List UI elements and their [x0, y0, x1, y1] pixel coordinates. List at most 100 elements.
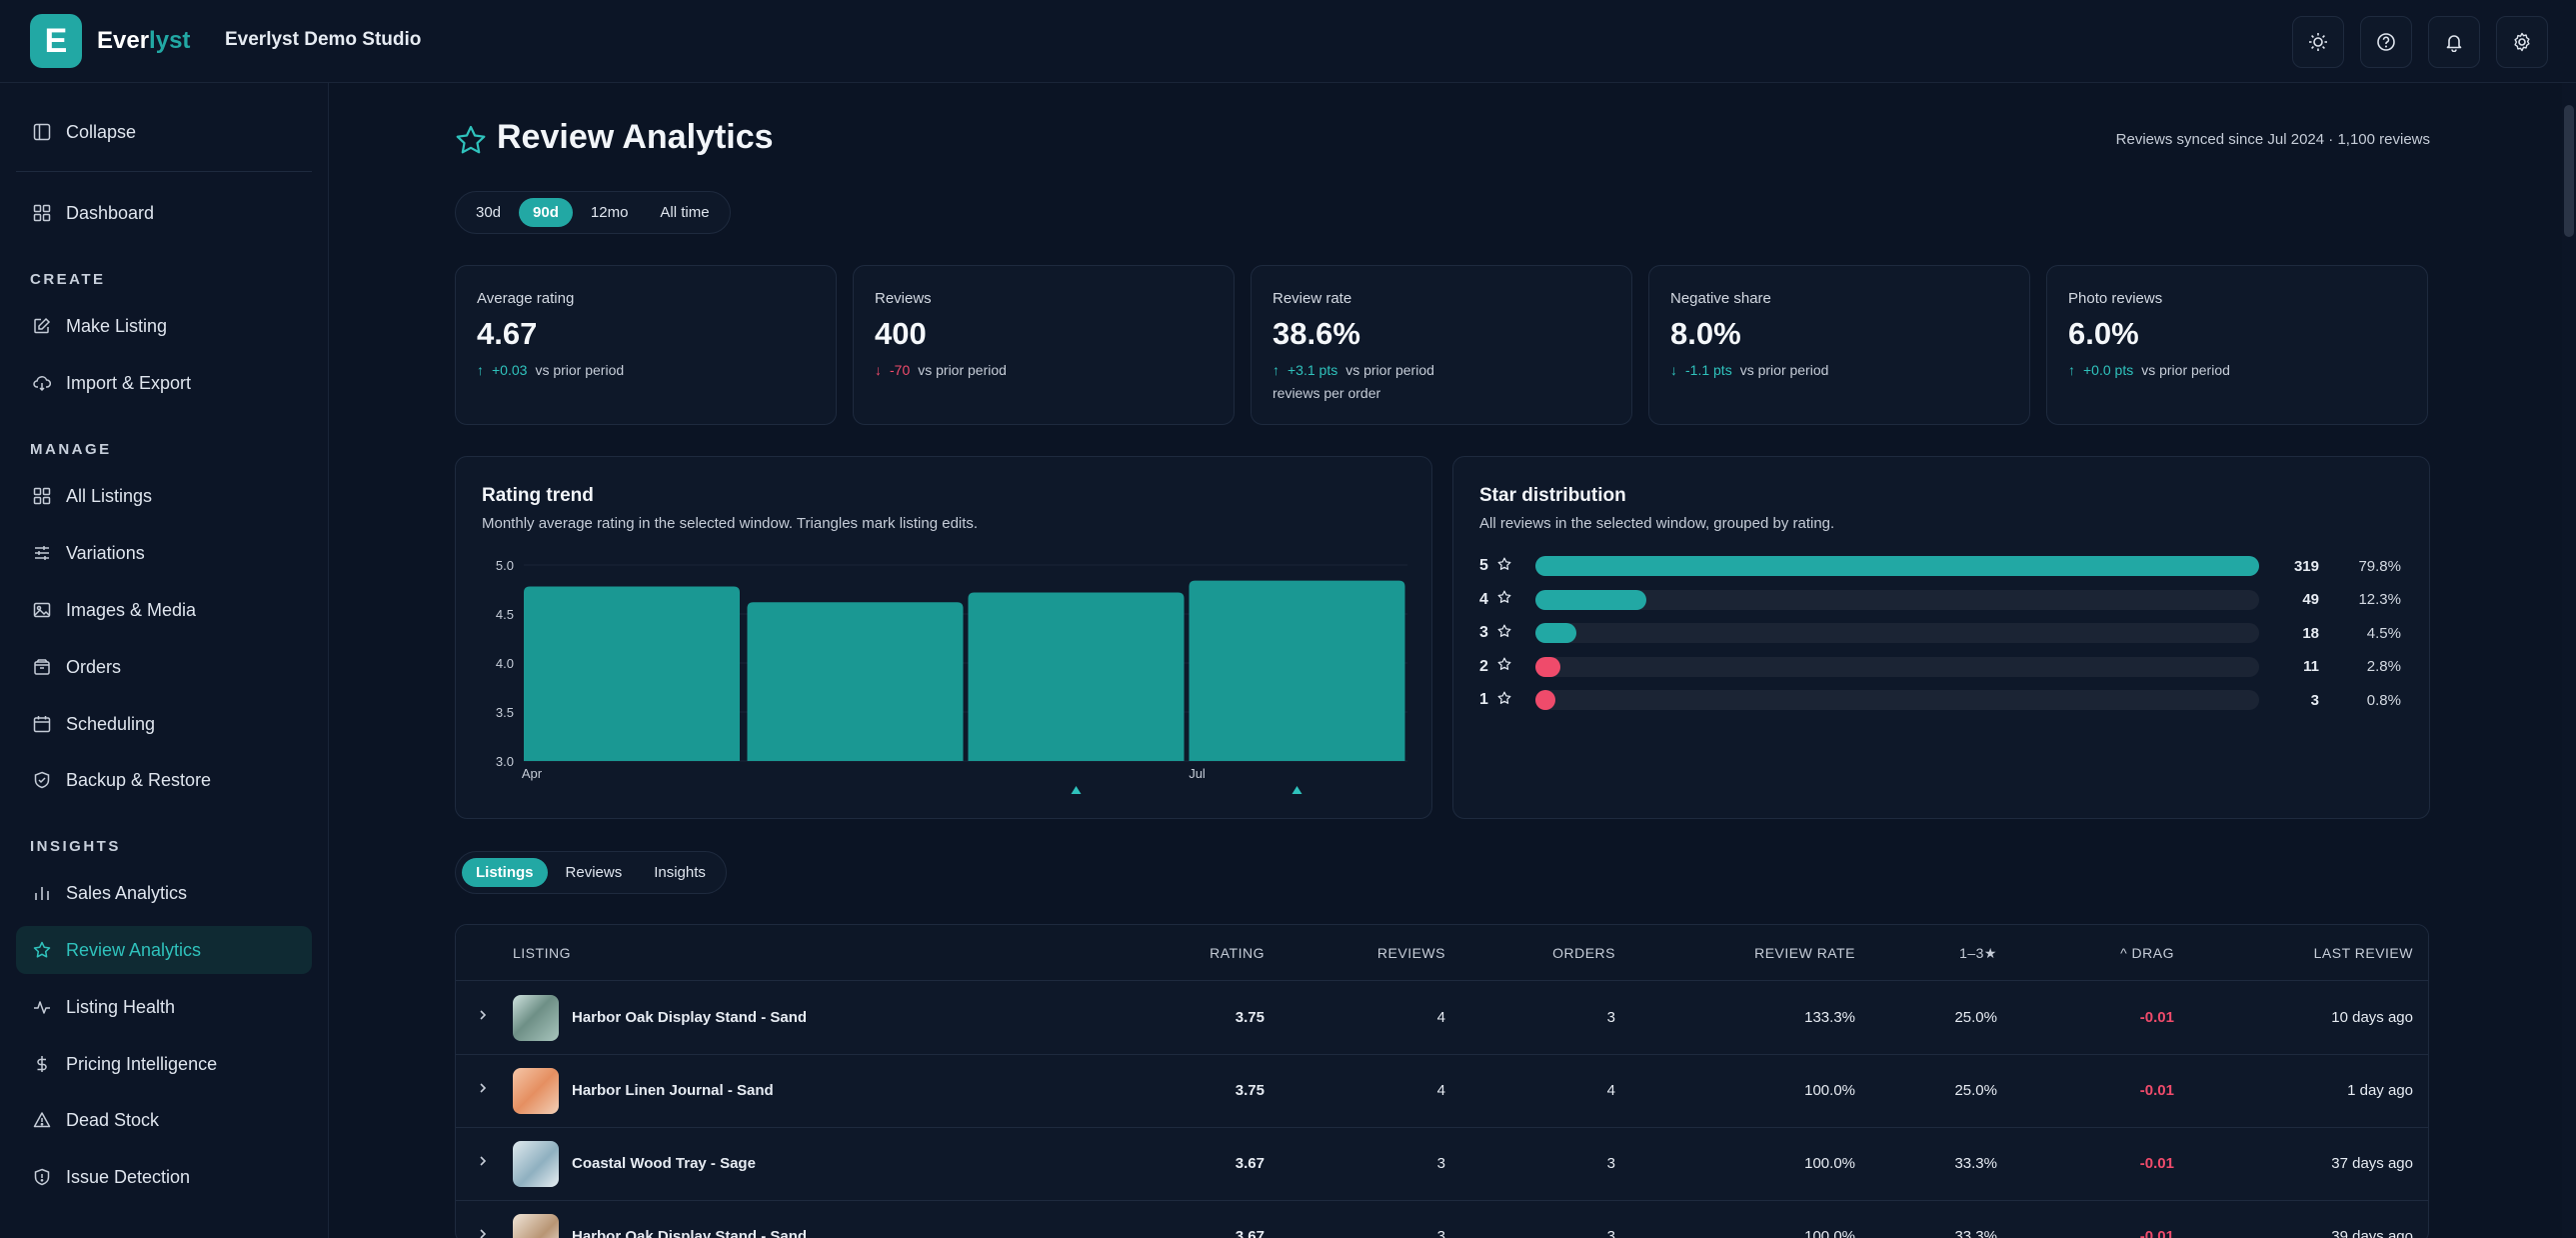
table-row[interactable]: Harbor Oak Display Stand - Sand 3.67 3 3 100…	[456, 1201, 2428, 1238]
bar-chart-icon	[32, 883, 52, 903]
sidebar-item-review-analytics[interactable]: Review Analytics	[16, 926, 312, 974]
star-bar-fill	[1535, 623, 1576, 643]
col-reviews[interactable]: REVIEWS	[1376, 945, 1445, 961]
kpi-average-rating: Average rating 4.67 ↑ +0.03 vs prior perio…	[455, 265, 837, 425]
sidebar-item-variations[interactable]: Variations	[16, 529, 312, 577]
kpi-value: 8.0%	[1670, 316, 1741, 351]
kpi-extra: reviews per order	[1273, 385, 1381, 401]
chevron-right-icon[interactable]	[476, 1081, 490, 1095]
range-12mo[interactable]: 12mo	[590, 204, 629, 221]
top-actions	[2292, 16, 2548, 68]
last-review-value: 37 days ago	[2331, 1155, 2413, 1172]
range-90d[interactable]: 90d	[519, 198, 573, 227]
listing-thumbnail[interactable]	[513, 995, 559, 1041]
listing-thumbnail[interactable]	[513, 1214, 559, 1238]
sidebar-item-dashboard[interactable]: Dashboard	[16, 189, 312, 237]
sidebar-item-backup-restore[interactable]: Backup & Restore	[16, 756, 312, 804]
listing-name[interactable]: Harbor Oak Display Stand - Sand	[572, 1228, 808, 1238]
table-row[interactable]: Harbor Oak Display Stand - Sand 3.75 4 3 133…	[456, 982, 2428, 1055]
col-drag-label: DRAG	[2131, 945, 2174, 961]
sidebar-item-scheduling[interactable]: Scheduling	[16, 700, 312, 748]
sync-note: Reviews synced since Jul 2024 · 1,100 re…	[2115, 131, 2430, 148]
brand-suffix: lyst	[149, 27, 191, 54]
low-stars-value: 25.0%	[1954, 1082, 1997, 1099]
orders-value: 4	[1606, 1082, 1615, 1099]
col-listing[interactable]: LISTING	[513, 945, 571, 961]
sidebar-item-pricing-intelligence[interactable]: Pricing Intelligence	[16, 1040, 312, 1088]
sidebar-item-orders[interactable]: Orders	[16, 643, 312, 691]
listing-edit-marker[interactable]	[1071, 786, 1082, 794]
sidebar-item-issue-detection[interactable]: Issue Detection	[16, 1153, 312, 1201]
drag-value: -0.01	[2139, 1009, 2174, 1026]
rating-value: 3.67	[1235, 1155, 1265, 1172]
y-tick-label: 4.0	[496, 656, 514, 671]
last-review-value: 1 day ago	[2347, 1082, 2413, 1099]
brand-prefix: Ever	[97, 27, 150, 54]
sidebar-item-make-listing[interactable]: Make Listing	[16, 302, 312, 350]
listing-thumbnail[interactable]	[513, 1068, 559, 1114]
listing-name[interactable]: Coastal Wood Tray - Sage	[572, 1155, 756, 1172]
trend-bar[interactable]	[1189, 580, 1405, 761]
chevron-right-icon[interactable]	[476, 1008, 490, 1022]
orders-value: 3	[1606, 1009, 1615, 1026]
bell-icon[interactable]	[2428, 16, 2480, 68]
sidebar-item-sales-analytics[interactable]: Sales Analytics	[16, 869, 312, 917]
main-scrollbar[interactable]	[2562, 83, 2576, 1238]
scrollbar-thumb[interactable]	[2564, 105, 2574, 237]
box-icon	[32, 657, 52, 677]
dollar-icon	[32, 1054, 52, 1074]
kpi-vs: vs prior period	[535, 362, 625, 378]
reviews-value: 3	[1436, 1155, 1445, 1172]
col-drag[interactable]: ^ DRAG	[2120, 945, 2174, 961]
help-icon[interactable]	[2360, 16, 2412, 68]
pulse-icon	[32, 997, 52, 1017]
chevron-right-icon[interactable]	[476, 1154, 490, 1168]
orders-value: 3	[1606, 1228, 1615, 1238]
sidebar-item-label: All Listings	[66, 485, 153, 506]
col-orders[interactable]: ORDERS	[1552, 945, 1615, 961]
sidebar-collapse[interactable]: Collapse	[16, 108, 312, 156]
kpi-delta: ↓ -1.1 pts vs prior period	[1670, 362, 1828, 378]
kpi-value: 4.67	[477, 316, 538, 351]
chevron-right-icon[interactable]	[476, 1227, 490, 1238]
kpi-label: Negative share	[1670, 290, 1771, 307]
range-30d[interactable]: 30d	[476, 204, 502, 221]
sidebar-item-all-listings[interactable]: All Listings	[16, 472, 312, 520]
sidebar-item-listing-health[interactable]: Listing Health	[16, 983, 312, 1031]
kpi-delta-value: -1.1 pts	[1685, 362, 1732, 378]
listing-edit-marker[interactable]	[1291, 786, 1302, 794]
col-low-stars[interactable]: 1–3★	[1959, 945, 1997, 961]
star-percent: 0.8%	[2366, 691, 2401, 709]
kpi-vs: vs prior period	[918, 362, 1007, 378]
sidebar-item-dead-stock[interactable]: Dead Stock	[16, 1096, 312, 1144]
tab-reviews[interactable]: Reviews	[565, 864, 623, 881]
trend-bar[interactable]	[524, 586, 740, 761]
listing-thumbnail[interactable]	[513, 1141, 559, 1187]
gear-icon[interactable]	[2496, 16, 2548, 68]
trend-bar[interactable]	[747, 602, 964, 761]
star-count: 3	[2310, 691, 2319, 709]
col-review-rate[interactable]: REVIEW RATE	[1754, 945, 1855, 961]
trend-bar[interactable]	[968, 592, 1185, 761]
app-logo[interactable]: E	[30, 14, 82, 68]
tab-insights[interactable]: Insights	[654, 864, 706, 881]
table-row[interactable]: Coastal Wood Tray - Sage 3.67 3 3 100.0% 33.3…	[456, 1128, 2428, 1201]
kpi-value: 38.6%	[1273, 316, 1360, 351]
studio-name[interactable]: Everlyst Demo Studio	[225, 29, 422, 50]
listing-name[interactable]: Harbor Oak Display Stand - Sand	[572, 1009, 808, 1026]
sidebar-item-images-media[interactable]: Images & Media	[16, 586, 312, 634]
range-all-time[interactable]: All time	[660, 204, 710, 221]
sun-icon[interactable]	[2292, 16, 2344, 68]
sidebar-item-import-export[interactable]: Import & Export	[16, 359, 312, 407]
tab-listings[interactable]: Listings	[462, 858, 548, 887]
table-row[interactable]: Harbor Linen Journal - Sand 3.75 4 4 100.0% 2…	[456, 1055, 2428, 1128]
col-rating[interactable]: RATING	[1210, 945, 1265, 961]
sidebar-item-label: Images & Media	[66, 599, 197, 620]
star-row: 2 11 2.8%	[1479, 656, 2403, 678]
col-last-review[interactable]: LAST REVIEW	[2313, 945, 2413, 961]
kpi-label: Photo reviews	[2068, 290, 2163, 307]
sort-asc-icon: ^	[2120, 945, 2132, 961]
listing-name[interactable]: Harbor Linen Journal - Sand	[572, 1082, 774, 1099]
sidebar-item-label: Pricing Intelligence	[66, 1053, 218, 1074]
x-tick-label: Jul	[1189, 766, 1206, 781]
